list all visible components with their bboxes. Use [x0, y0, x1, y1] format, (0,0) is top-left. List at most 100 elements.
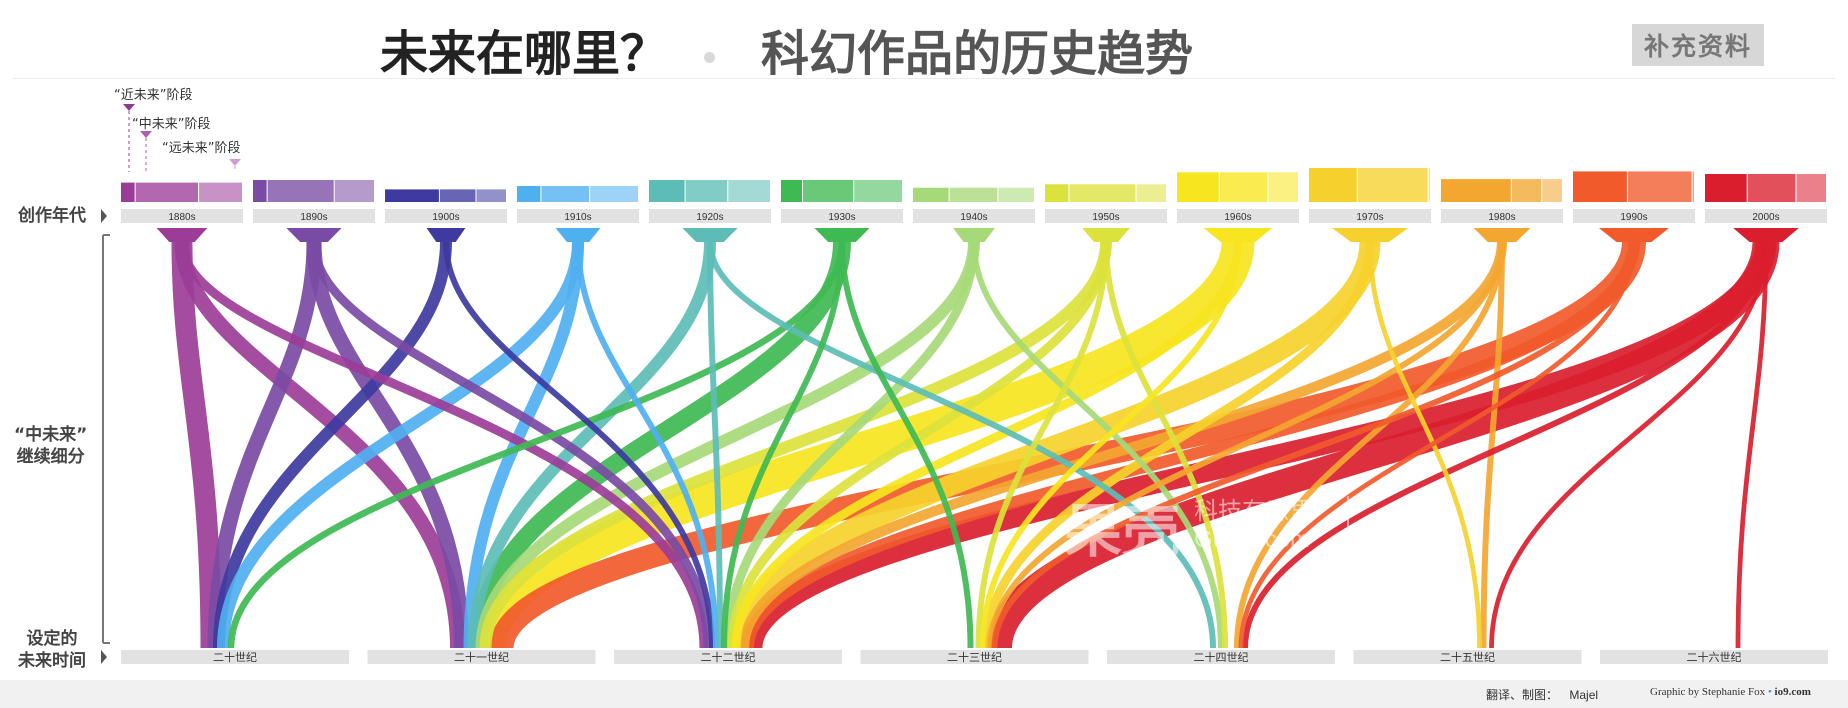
- watermark-logo: 果壳: [1064, 497, 1181, 565]
- flow-1890s-23c: [309, 241, 713, 649]
- stage-bar-1910s-2: [541, 186, 590, 202]
- flow-1920s-22c: [467, 241, 716, 649]
- flow-1900s-21c: [213, 241, 452, 649]
- decade-label: 1900s: [432, 212, 459, 223]
- funnel-1940s: [953, 228, 995, 242]
- watermark-divider: [1347, 496, 1349, 556]
- stage-bar-1950s-2: [1069, 184, 1136, 202]
- decade-label-bg: [253, 209, 375, 223]
- flow-1910s-23c: [575, 241, 719, 649]
- flow-1920s-25c: [707, 241, 1216, 649]
- flow-1980s-24c: [987, 241, 1505, 649]
- stage-bar-1920s-1: [649, 180, 685, 202]
- stage-bar-1960s-1: [1177, 172, 1219, 202]
- century-label: 二十世纪: [213, 650, 257, 664]
- stage-label-mid: “中未来”阶段: [132, 117, 211, 132]
- funnel-1950s: [1082, 228, 1130, 242]
- funnel-2000s: [1733, 228, 1799, 242]
- stage-marker-mid-icon: [140, 131, 152, 138]
- flow-1930s-22c: [468, 241, 851, 649]
- century-arrow-icon: [101, 650, 107, 664]
- stage-bar-1920s-3: [728, 180, 770, 202]
- stage-bar-1930s-3: [854, 180, 902, 202]
- stage-bar-2000s-2: [1747, 174, 1796, 202]
- decade-label-bg: [1705, 209, 1827, 223]
- flow-1910s-22c: [463, 241, 584, 649]
- translator-credit: 翻译、制图： Majel: [1486, 686, 1598, 703]
- axis-label-future-time: 设定的 未来时间: [18, 628, 86, 672]
- decade-arrow-icon: [101, 209, 107, 223]
- decade-label: 1980s: [1488, 212, 1515, 223]
- funnel-1930s: [814, 228, 870, 242]
- stage-bar-1990s-2: [1627, 171, 1692, 202]
- decade-label: 1940s: [960, 212, 987, 223]
- stage-bar-1880s-2: [135, 182, 198, 202]
- funnel-1980s: [1473, 228, 1531, 242]
- translator-name: Majel: [1569, 688, 1599, 702]
- title-sub: 科幻作品的历史趋势: [761, 26, 1194, 82]
- decade-label: 2000s: [1752, 212, 1779, 223]
- axis-label-future-time-line2: 未来时间: [18, 651, 86, 671]
- decade-label-bg: [913, 209, 1035, 223]
- stage-bar-1940s-2: [949, 187, 998, 202]
- stage-label-far: “远未来”阶段: [162, 141, 241, 156]
- decade-label-bg: [385, 209, 507, 223]
- century-label: 二十二世纪: [701, 650, 756, 664]
- flow-1980s-25c: [1234, 241, 1505, 649]
- axis-label-mid-future-line2: 继续细分: [16, 447, 85, 467]
- stage-bar-1880s-3: [199, 182, 242, 202]
- flow-1970s-23c: [729, 241, 1381, 649]
- stage-bar-1990s-3: [1692, 171, 1694, 202]
- stage-bar-1980s-2: [1511, 179, 1542, 202]
- flow-1950s-23c: [727, 241, 1111, 649]
- stage-bar-1960s-2: [1219, 172, 1268, 202]
- stage-bar-1910s-1: [517, 186, 541, 202]
- flow-1970s-24c: [982, 241, 1375, 649]
- funnel-1990s: [1598, 228, 1670, 242]
- flow-1880s-22c: [174, 241, 465, 649]
- stage-bar-1930s-2: [803, 180, 854, 202]
- funnel-1890s: [286, 228, 342, 242]
- watermark-tagline: 科技有意思: [1194, 498, 1314, 525]
- stage-bar-1900s-1: [385, 189, 439, 202]
- stage-bar-1940s-3: [998, 187, 1034, 202]
- flow-1890s-21c: [207, 241, 322, 649]
- stage-bar-1950s-3: [1136, 184, 1166, 202]
- century-label-bg: [1353, 650, 1582, 664]
- flow-1930s-21c: [227, 241, 846, 649]
- century-label: 二十一世纪: [454, 650, 509, 664]
- supplement-badge: 补充资料: [1632, 24, 1765, 66]
- stage-bar-1980s-3: [1542, 179, 1562, 202]
- decade-label-bg: [1441, 209, 1563, 223]
- flow-1960s-23c: [731, 241, 1243, 649]
- graphic-credit: Graphic by Stephanie Fox • io9.com: [1650, 686, 1811, 698]
- stage-bar-1990s-1: [1573, 171, 1627, 202]
- decade-label-bg: [1573, 209, 1695, 223]
- decade-label-bg: [1177, 209, 1299, 223]
- flow-2000s-27c: [1735, 241, 1769, 649]
- flow-1880s-21c: [171, 241, 222, 649]
- stage-bar-1890s-3: [334, 180, 374, 202]
- stage-label-near: “近未来”阶段: [114, 88, 193, 103]
- watermark-url: Guokr.com: [1194, 526, 1311, 553]
- flow-1950s-25c: [1103, 241, 1228, 649]
- decade-label-bg: [781, 209, 903, 223]
- stage-bar-1930s-1: [781, 180, 802, 202]
- stage-bar-1900s-3: [476, 189, 506, 202]
- flow-1960s-24c: [979, 241, 1241, 649]
- flow-1990s-24c: [991, 241, 1637, 649]
- century-label-bg: [121, 650, 349, 664]
- century-label: 二十三世纪: [947, 650, 1002, 664]
- flow-1900s-23c: [443, 241, 715, 649]
- decade-label-bg: [649, 209, 771, 223]
- decade-label: 1990s: [1620, 212, 1647, 223]
- flow-1950s-22c: [479, 241, 1112, 649]
- credit-dot-icon: •: [1767, 686, 1772, 698]
- flow-1880s-23c: [177, 241, 709, 649]
- stage-bar-1920s-2: [685, 180, 728, 202]
- century-label-bg: [1600, 650, 1828, 664]
- funnel-1960s: [1203, 228, 1273, 242]
- flow-1930s-24c: [839, 241, 974, 649]
- stage-bar-1910s-3: [590, 186, 638, 202]
- flow-1910s-21c: [217, 241, 584, 649]
